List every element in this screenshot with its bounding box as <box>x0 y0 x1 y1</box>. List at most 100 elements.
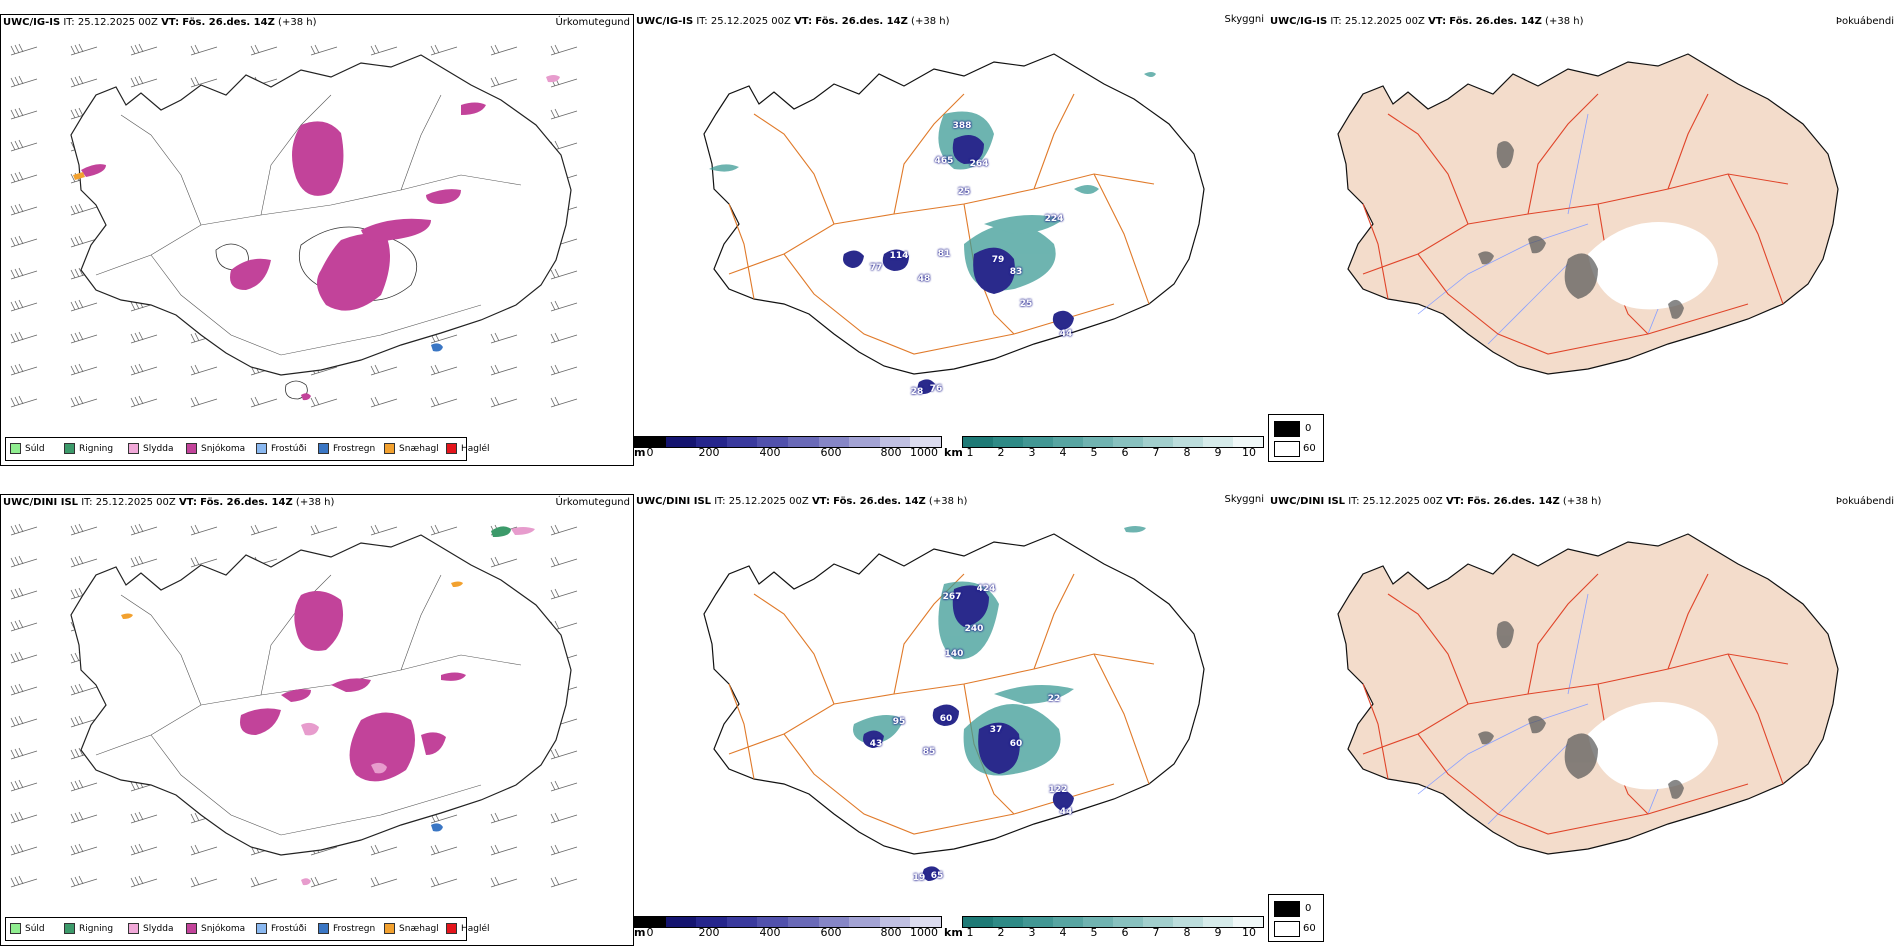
vis-value: 424 <box>976 584 996 594</box>
vis-value: 44 <box>1059 329 1073 339</box>
fog-label-white: 60 <box>1303 923 1316 934</box>
ceil-tick: 5 <box>1090 926 1098 939</box>
cbar-segment <box>665 917 697 927</box>
legend-item: Snjókoma <box>186 923 245 934</box>
vis-header: UWC/IG-IS IT: 25.12.2025 00Z VT: Fös. 26… <box>636 16 949 27</box>
vis-value: 25 <box>957 187 971 197</box>
fog-swatch-white <box>1274 921 1300 937</box>
lead-time: (+38 h) <box>928 496 968 507</box>
ceil-tick: 3 <box>1028 926 1036 939</box>
cbar-segment <box>726 917 758 927</box>
wind-barbs <box>10 43 578 408</box>
cbar-segment <box>665 437 697 447</box>
vis-tick: 600 <box>820 446 842 459</box>
vis-unit: m <box>634 446 646 459</box>
ceil-tick: 1 <box>966 446 974 459</box>
lead-time: (+38 h) <box>295 497 335 508</box>
cbar-segment <box>635 917 666 927</box>
vis-value: 22 <box>1047 694 1061 704</box>
vis-value: 60 <box>939 714 953 724</box>
legend-swatch <box>256 443 267 454</box>
legend-swatch <box>186 923 197 934</box>
vis-tick: 200 <box>698 926 720 939</box>
iceland-outline <box>70 54 572 376</box>
fog-header: UWC/IG-IS IT: 25.12.2025 00Z VT: Fös. 26… <box>1270 16 1583 27</box>
vis-unit: m <box>634 926 646 939</box>
cbar-segment <box>1203 437 1233 447</box>
visibility-panel: 424 267 240 140 22 60 95 43 85 37 60 122… <box>634 494 1266 944</box>
precip-map <box>10 523 578 888</box>
ceiling-colorbar <box>962 436 1264 448</box>
cbar-segment <box>1023 917 1053 927</box>
cbar-segment <box>963 917 993 927</box>
precip-snow-areas <box>121 526 535 886</box>
legend-item: Rigning <box>64 923 113 934</box>
vis-value: 240 <box>964 624 984 634</box>
precip-header: UWC/DINI ISL IT: 25.12.2025 00Z VT: Fös.… <box>3 497 334 508</box>
vis-tick: 600 <box>820 926 842 939</box>
cbar-segment <box>993 917 1023 927</box>
it-value: 25.12.2025 00Z <box>77 17 158 28</box>
vt-value: Fös. 26.des. 14Z <box>1449 16 1542 27</box>
cbar-segment <box>963 437 993 447</box>
cbar-segment <box>910 917 941 927</box>
it-label: IT: <box>714 496 726 507</box>
precip-title: Úrkomutegund <box>555 497 630 508</box>
model-name: UWC/IG-IS <box>636 16 694 27</box>
fog-swatch-white <box>1274 441 1300 457</box>
fog-title: Þokuábendi <box>1835 496 1894 507</box>
legend-swatch <box>446 923 457 934</box>
legend-item: Haglél <box>446 443 490 454</box>
legend-swatch <box>318 923 329 934</box>
vis-tick: 200 <box>698 446 720 459</box>
fog-label-black: 0 <box>1305 903 1312 914</box>
legend-swatch <box>186 443 197 454</box>
visibility-map <box>703 53 1205 394</box>
vis-value: 44 <box>1059 807 1073 817</box>
legend-item: Haglél <box>446 923 490 934</box>
cbar-segment <box>696 437 727 447</box>
cbar-segment <box>1023 437 1053 447</box>
vis-value: 465 <box>934 156 954 166</box>
ceil-tick: 4 <box>1059 926 1067 939</box>
it-label: IT: <box>1330 16 1342 27</box>
fog-swatch-black <box>1274 901 1300 917</box>
cbar-segment <box>818 917 850 927</box>
model-name: UWC/DINI ISL <box>1270 496 1346 507</box>
fog-grey-areas <box>1478 141 1684 319</box>
lead-time: (+38 h) <box>278 17 317 28</box>
it-value: 25.12.2025 00Z <box>710 16 791 27</box>
vt-label: VT: <box>794 16 813 27</box>
legend-item: Snæhagl <box>384 443 439 454</box>
legend-item: Súld <box>10 923 45 934</box>
fog-legend: 0 60 <box>1268 414 1324 462</box>
ceil-tick: 9 <box>1214 926 1222 939</box>
vis-tick: 800 <box>880 926 902 939</box>
legend-item: Frostregn <box>318 923 375 934</box>
vt-value: Fös. 26.des. 14Z <box>182 17 275 28</box>
ceil-tick: 10 <box>1242 446 1256 459</box>
vis-tick: 800 <box>880 446 902 459</box>
cbar-segment <box>1053 917 1083 927</box>
it-label: IT: <box>81 497 93 508</box>
legend-swatch <box>10 443 21 454</box>
legend-swatch <box>10 923 21 934</box>
fog-panel: UWC/DINI ISL IT: 25.12.2025 00Z VT: Fös.… <box>1268 494 1898 944</box>
vis-header: UWC/DINI ISL IT: 25.12.2025 00Z VT: Fös.… <box>636 496 967 507</box>
fog-label-black: 0 <box>1305 423 1312 434</box>
vis-value: 83 <box>1009 267 1023 277</box>
vis-title: Skyggni <box>1224 14 1264 25</box>
ceil-tick: 3 <box>1028 446 1036 459</box>
vis-value: 85 <box>922 747 936 757</box>
ceil-tick: 6 <box>1121 446 1129 459</box>
it-label: IT: <box>696 16 708 27</box>
cbar-segment <box>1083 437 1113 447</box>
fog-title: Þokuábendi <box>1835 16 1894 27</box>
ceiling-colorbar <box>962 916 1264 928</box>
cbar-segment <box>1143 437 1173 447</box>
vis-value: 388 <box>952 121 972 131</box>
vis-value: 79 <box>991 255 1005 265</box>
vis-value: 81 <box>937 249 951 259</box>
vis-value: 77 <box>869 263 883 273</box>
legend-swatch <box>256 923 267 934</box>
